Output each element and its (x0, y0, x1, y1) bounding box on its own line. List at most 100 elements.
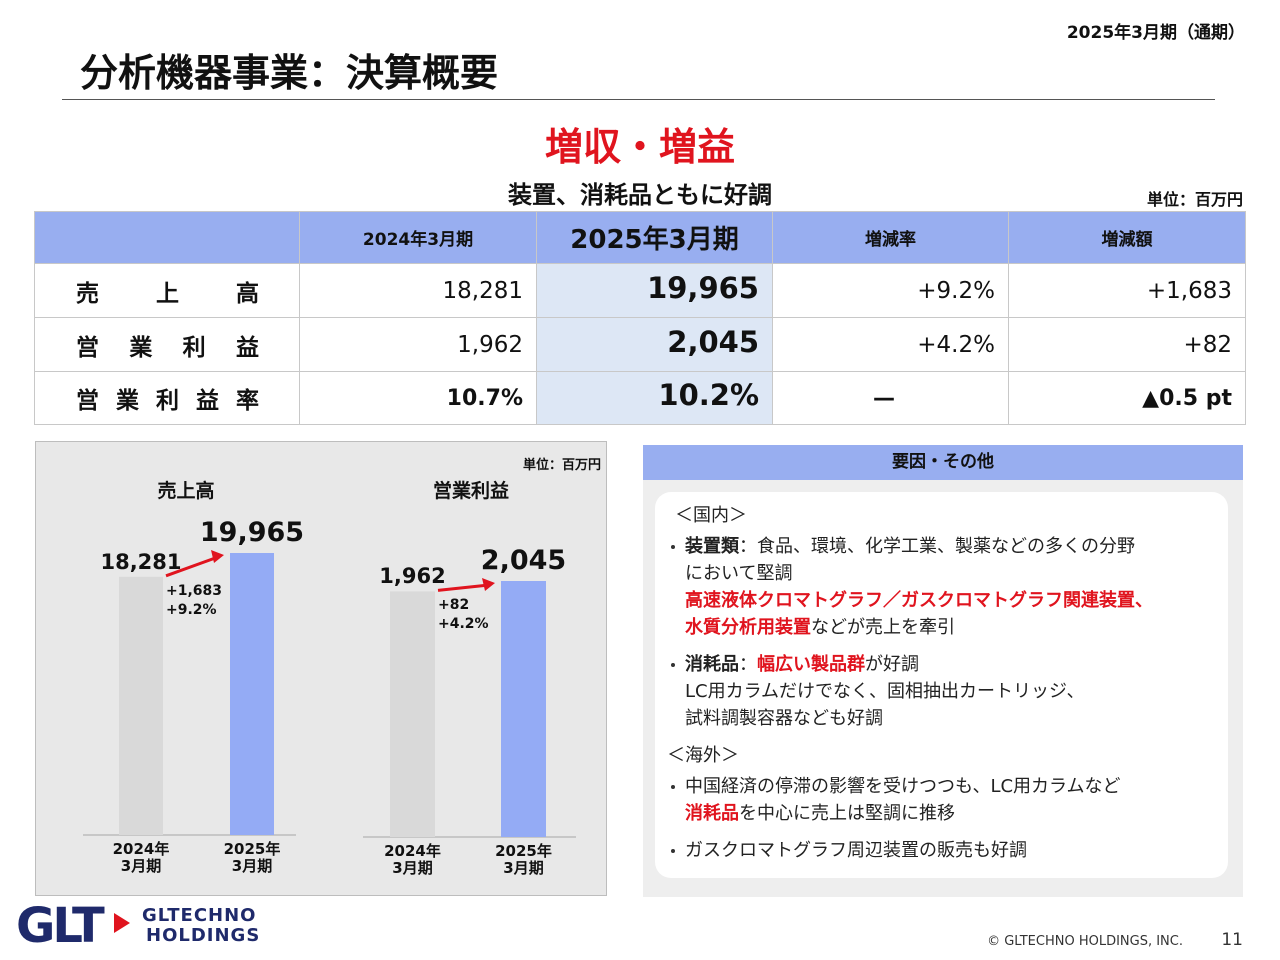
value-label: 1,962 (379, 564, 446, 589)
row-label-cell: 営業利益 (35, 318, 300, 372)
cell-value: 18,281 (442, 277, 523, 304)
factor-section: ＜海外＞ 中国経済の停滞の影響を受けつつも、LC用カラムなど 消耗品を中心に売上は堅… (667, 742, 1214, 864)
text-segment: 消耗品 (685, 803, 739, 824)
logo-mark: GLT (16, 898, 105, 954)
text-segment: 幅広い製品群 (757, 654, 865, 675)
logo-text: GLTECHNO (142, 905, 257, 926)
factor-item: 中国経済の停滞の影響を受けつつも、LC用カラムなど 消耗品を中心に売上は堅調に推移 (667, 773, 1214, 827)
text-segment: 装置類 (685, 536, 739, 557)
category-label: 2025年3月期 (495, 842, 552, 877)
cell-value: +4.2% (917, 331, 995, 358)
factors-title: 要因・その他 (643, 445, 1243, 480)
logo-shape (114, 913, 130, 933)
header-cell (35, 212, 300, 264)
header-cell: 増減率 (773, 212, 1009, 264)
cell-value: — (873, 385, 895, 411)
text-segment: を中心に売上は堅調に推移 (739, 803, 955, 824)
text-segment: ガスクロマトグラフ周辺装置の販売も好調 (685, 840, 1027, 861)
cell-value: 19,965 (647, 270, 759, 305)
cell-value: 2,045 (667, 324, 759, 359)
charts (83, 550, 576, 838)
headline: 増収・増益 (544, 125, 735, 169)
subheadline: 装置、消耗品ともに好調 (508, 181, 772, 209)
table-cell: 18,281 (300, 264, 537, 318)
chart-panel: 単位：百万円 売上高 18,281 2024年3月期 19,965 2025年3月期 +1… (35, 441, 607, 896)
change-annotation: +9.2% (166, 601, 217, 618)
text-segment: などが売上を牽引 (811, 617, 955, 638)
title-rule (62, 99, 1215, 100)
arrow-head (482, 578, 495, 591)
page-number: 11 (1221, 930, 1243, 950)
factors-box: ＜国内＞ 装置類：食品、環境、化学工業、製薬などの多くの分野において堅調高速液体ク… (655, 492, 1228, 878)
table-cell: +82 (1009, 318, 1246, 372)
text-segment: 中国経済の停滞の影響を受けつつも、LC用カラムなど (685, 776, 1121, 797)
category-label: 2025年3月期 (223, 840, 281, 875)
copyright: © GLTECHNO HOLDINGS, INC. (987, 934, 1183, 949)
change-annotation: +4.2% (438, 616, 489, 633)
table-cell: 2,045 (537, 318, 773, 372)
table-cell: ▲0.5 pt (1009, 372, 1246, 425)
text-segment: において堅調 (685, 563, 793, 584)
column-header: 2024年3月期 (362, 230, 474, 250)
chart-title: 営業利益 (432, 480, 509, 502)
row-label: 営業利益率 (76, 388, 259, 414)
value-label: 19,965 (199, 517, 305, 548)
text-segment: 水質分析用装置 (685, 617, 811, 638)
cell-value: +82 (1183, 331, 1232, 358)
arrow-head (211, 550, 224, 563)
table-cell: 1,962 (300, 318, 537, 372)
column-header: 2025年3月期 (570, 225, 739, 255)
period: 2025年3月期（通期） (1066, 23, 1245, 43)
section-heading: ＜海外＞ (667, 745, 739, 766)
section-heading: ＜国内＞ (675, 505, 747, 526)
text-segment: ：食品、環境、化学工業、製薬などの多くの分野 (739, 536, 1135, 557)
text-segment: 試料調製容器なども好調 (685, 708, 883, 729)
chart-title: 売上高 (157, 480, 215, 502)
table-cell: +4.2% (773, 318, 1009, 372)
text-line: 高速液体クロマトグラフ／ガスクロマトグラフ関連装置、 (685, 587, 1214, 614)
factor-item: ガスクロマトグラフ周辺装置の販売も好調 (667, 837, 1214, 864)
factor-item: 消耗品：幅広い製品群が好調 LC用カラムだけでなく、固相抽出カートリッジ、試料調製… (667, 651, 1214, 732)
text-line: 消耗品：幅広い製品群が好調 (685, 651, 1214, 678)
table-cell: — (773, 372, 1009, 425)
header-cell: 増減額 (1009, 212, 1246, 264)
bar (230, 553, 274, 835)
cell-value: ▲0.5 pt (1142, 385, 1232, 411)
text-line: LC用カラムだけでなく、固相抽出カートリッジ、 (685, 678, 1214, 705)
row-label-cell: 営業利益率 (35, 372, 300, 425)
text-line: 試料調製容器なども好調 (685, 705, 1214, 732)
category-label: 2024年3月期 (112, 840, 170, 875)
table-cell: 10.2% (537, 372, 773, 425)
logo-triangle (114, 913, 130, 933)
row-label: 営業利益 (76, 334, 259, 361)
text-line: 水質分析用装置などが売上を牽引 (685, 614, 1214, 641)
chart-unit: 単位：百万円 (522, 458, 601, 473)
factors-panel: 要因・その他 ＜国内＞ 装置類：食品、環境、化学工業、製薬などの多くの分野において… (643, 445, 1243, 897)
factor-item: 装置類：食品、環境、化学工業、製薬などの多くの分野において堅調高速液体クロマトグ… (667, 533, 1214, 641)
change-arrow (165, 555, 219, 578)
value-label: 2,045 (480, 545, 567, 576)
text-segment: ： (739, 654, 757, 675)
bar (390, 591, 435, 837)
text-line: 中国経済の停滞の影響を受けつつも、LC用カラムなど (685, 773, 1214, 800)
table-cell: 19,965 (537, 264, 773, 318)
summary-table: 2024年3月期 2025年3月期 増減率 増減額売上高 18,281 19,965 +9.… (34, 211, 1246, 425)
unit: 単位：百万円 (1146, 190, 1243, 209)
cell-value: 10.7% (446, 385, 523, 411)
table-cell: +9.2% (773, 264, 1009, 318)
text-line: 消耗品を中心に売上は堅調に推移 (685, 800, 1214, 827)
cell-value: +1,683 (1146, 277, 1232, 304)
row-label-cell: 売上高 (35, 264, 300, 318)
change-annotation: +1,683 (166, 582, 223, 599)
change-arrow (437, 583, 490, 592)
logo-text: HOLDINGS (146, 925, 261, 946)
text-segment: が好調 (865, 654, 919, 675)
header-cell: 2025年3月期 (537, 212, 773, 264)
bar (119, 576, 163, 835)
cell-value: 1,962 (457, 331, 523, 358)
title: 分析機器事業：決算概要 (80, 51, 499, 95)
header-cell: 2024年3月期 (300, 212, 537, 264)
bar (501, 581, 546, 837)
table-cell: +1,683 (1009, 264, 1246, 318)
